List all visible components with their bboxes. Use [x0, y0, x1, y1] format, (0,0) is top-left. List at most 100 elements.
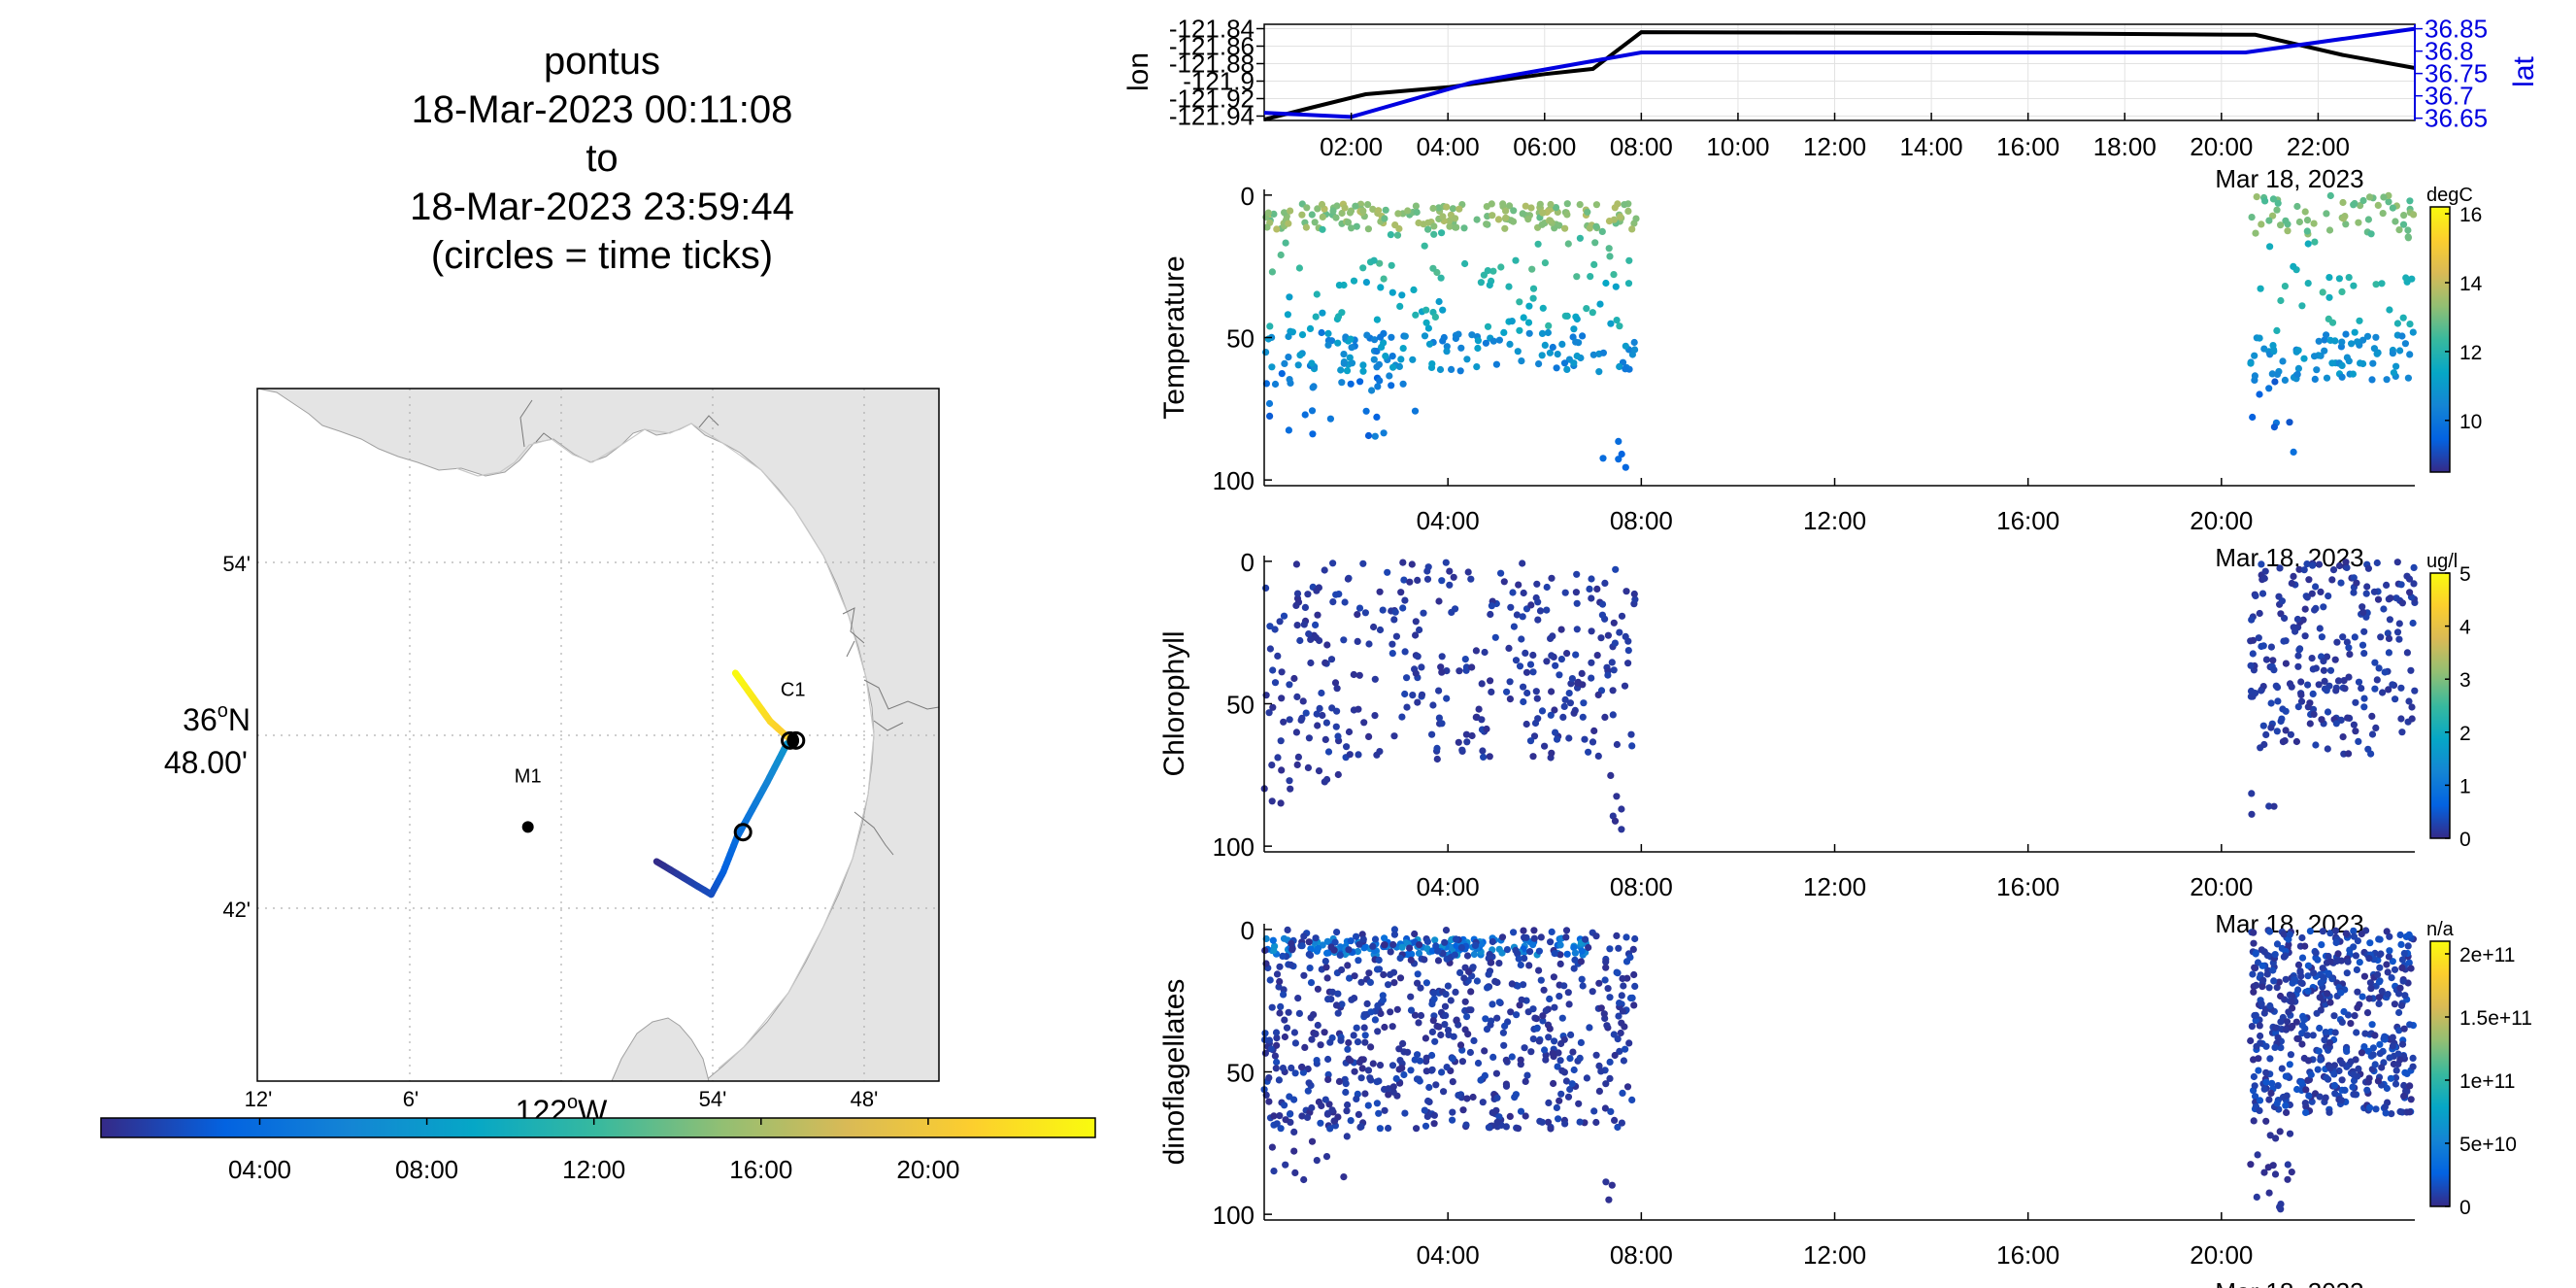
data-point	[2252, 1011, 2259, 1019]
data-point	[1438, 577, 1446, 585]
data-point	[1264, 335, 1272, 343]
data-point	[2364, 745, 2372, 753]
data-point	[1557, 656, 1565, 663]
data-point	[2280, 931, 2288, 938]
data-point	[1479, 747, 1487, 755]
data-point	[1450, 1033, 1457, 1040]
data-point	[1473, 216, 1481, 223]
data-point	[1285, 1008, 1292, 1016]
data-point	[1299, 1068, 1307, 1076]
data-point	[1509, 218, 1518, 225]
data-point	[1564, 989, 1572, 997]
data-point	[1500, 578, 1508, 586]
data-point	[2349, 1083, 2357, 1091]
data-point	[1371, 432, 1379, 440]
data-point	[1523, 1071, 1531, 1079]
data-point	[2395, 620, 2403, 627]
data-point	[1379, 996, 1387, 1003]
data-point	[2271, 1170, 2280, 1178]
data-point	[1488, 959, 1495, 966]
data-point	[2355, 737, 2362, 746]
data-point	[2273, 206, 2281, 214]
data-point	[2267, 699, 2275, 707]
data-point	[1360, 944, 1368, 952]
data-point	[1262, 584, 1270, 593]
data-point	[1350, 670, 1357, 679]
data-point	[1268, 268, 1276, 276]
data-point	[2271, 378, 2279, 386]
data-point	[1318, 689, 1325, 697]
data-point	[1294, 753, 1302, 762]
colorbar-tick-label: 1.5e+11	[2459, 1007, 2532, 1030]
data-point	[1432, 1081, 1440, 1089]
data-point	[1284, 926, 1291, 934]
data-point	[1412, 669, 1420, 677]
data-point	[1625, 1039, 1633, 1047]
data-point	[2259, 642, 2267, 650]
data-point	[1324, 1075, 1332, 1083]
data-point	[1444, 982, 1452, 990]
data-point	[2321, 1036, 2328, 1044]
data-point	[1355, 1110, 1362, 1118]
data-point	[1493, 1014, 1501, 1022]
data-point	[2409, 1063, 2417, 1070]
data-point	[2350, 927, 2358, 935]
data-point	[2303, 593, 2311, 601]
data-point	[2286, 1130, 2294, 1137]
data-point	[1597, 1068, 1605, 1075]
data-point	[2379, 210, 2387, 218]
data-point	[1552, 661, 1559, 669]
data-point	[2328, 576, 2336, 584]
data-point	[1388, 640, 1396, 648]
data-point	[1409, 356, 1417, 363]
data-point	[1618, 450, 1625, 458]
data-point	[1579, 713, 1587, 721]
data-point	[1508, 980, 1516, 988]
data-point	[1608, 659, 1616, 666]
data-point	[1484, 322, 1492, 330]
data-point	[1376, 1062, 1385, 1069]
data-point	[2406, 1021, 2414, 1029]
depth-tick-label: 100	[1213, 466, 1255, 495]
data-point	[2326, 1065, 2334, 1072]
data-point	[2318, 941, 2325, 949]
data-point	[2353, 579, 2360, 587]
data-point	[2294, 986, 2302, 994]
data-point	[2292, 627, 2299, 635]
colorbar-unit-label: ug/l	[2426, 551, 2458, 572]
data-point	[1394, 210, 1402, 218]
data-point	[1425, 340, 1434, 348]
data-point	[1392, 1074, 1400, 1083]
data-point	[2332, 687, 2340, 695]
data-point	[1584, 208, 1591, 216]
data-point	[1489, 212, 1496, 220]
data-point	[1305, 1079, 1313, 1087]
data-point	[1546, 1025, 1554, 1033]
data-point	[1321, 1029, 1328, 1036]
data-point	[1506, 1112, 1514, 1120]
data-point	[2368, 730, 2377, 738]
data-point	[2392, 1067, 2400, 1074]
data-point	[1423, 575, 1432, 583]
data-point	[1334, 339, 1342, 347]
data-point	[2273, 940, 2282, 948]
data-point	[1292, 729, 1300, 736]
data-point	[1462, 666, 1470, 674]
data-point	[2269, 195, 2277, 203]
colorbar-tick-label: 1e+11	[2459, 1070, 2515, 1093]
data-point	[1517, 1056, 1524, 1064]
data-point	[1355, 957, 1362, 965]
data-point	[1389, 940, 1397, 949]
data-point	[1485, 970, 1492, 978]
data-point	[1404, 951, 1412, 959]
data-point	[1558, 340, 1566, 348]
data-point	[1344, 1045, 1352, 1053]
data-point	[2407, 1096, 2415, 1103]
data-point	[2360, 695, 2368, 702]
data-point	[1351, 1068, 1358, 1075]
data-point	[2401, 340, 2409, 348]
data-point	[1319, 225, 1326, 233]
lat-label-main-deg: 36oN	[183, 700, 251, 737]
data-point	[2297, 1078, 2305, 1087]
time-tick-label: 02:00	[1320, 132, 1383, 161]
